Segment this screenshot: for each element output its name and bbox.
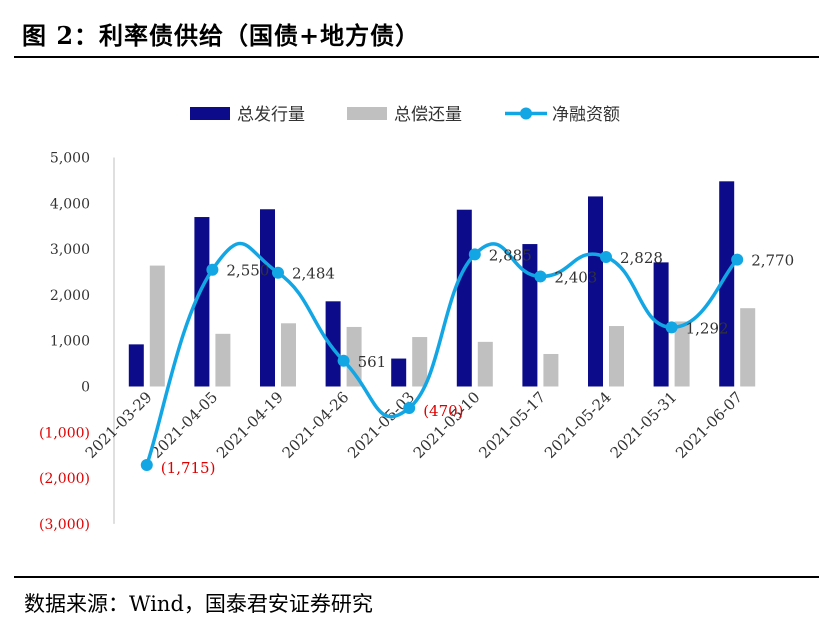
x-tick-label: 2021-05-10: [410, 388, 484, 462]
figure-title: 图 2：利率债供给（国债+地方债）: [22, 21, 421, 50]
y-tick-label: (2,000): [39, 471, 90, 487]
net-financing-point: [731, 253, 744, 266]
legend-swatch-marker: [520, 107, 532, 120]
y-tick-label: 5,000: [50, 151, 90, 167]
net-data-label: 2,484: [292, 265, 335, 283]
net-data-label: (470): [423, 402, 463, 420]
net-data-label: 2,885: [489, 246, 532, 264]
legend-label: 总发行量: [237, 105, 305, 125]
net-financing-point: [272, 266, 284, 279]
bar-repay: [740, 308, 756, 387]
bar-repay: [346, 326, 362, 387]
x-tick-label: 2021-05-17: [475, 388, 549, 462]
net-data-label: 561: [358, 353, 387, 371]
bar-issue: [194, 217, 210, 387]
x-tick-label: 2021-05-31: [607, 388, 681, 462]
legend-label: 总偿还量: [394, 105, 462, 125]
legend-label: 净融资额: [552, 105, 620, 125]
bar-issue: [456, 209, 472, 387]
bar-repay: [543, 353, 559, 387]
bar-issue: [719, 181, 735, 387]
source-note: 数据来源：Wind，国泰君安证券研究: [24, 592, 373, 616]
x-tick-label: 2021-04-19: [213, 388, 287, 462]
net-data-label: 2,550: [226, 262, 269, 280]
net-data-label: 2,828: [620, 249, 663, 267]
bar-repay: [149, 265, 165, 387]
net-financing-point: [534, 270, 547, 283]
top-rule: [14, 56, 819, 58]
x-tick-label: 2021-06-07: [672, 388, 746, 462]
y-tick-label: 0: [81, 380, 90, 396]
x-tick-label: 2021-05-03: [344, 388, 418, 462]
bar-issue: [522, 244, 538, 387]
bar-repay: [281, 323, 296, 387]
bar-issue: [325, 301, 341, 387]
bar-repay: [215, 333, 231, 387]
bar-repay: [609, 326, 624, 387]
net-financing-point: [468, 248, 481, 261]
y-tick-label: 3,000: [50, 242, 90, 258]
net-data-label: 2,770: [751, 252, 794, 270]
bar-issue: [260, 209, 275, 387]
net-data-label: 2,403: [554, 268, 597, 286]
x-tick-label: 2021-04-26: [279, 388, 353, 462]
y-tick-label: 2,000: [50, 288, 90, 304]
net-data-label: (1,715): [161, 459, 216, 477]
bar-issue: [128, 344, 144, 387]
y-tick-label: 1,000: [50, 334, 90, 350]
net-data-label: 1,292: [686, 319, 729, 337]
bottom-rule: [14, 576, 819, 578]
net-financing-point: [140, 459, 153, 472]
y-tick-label: 4,000: [50, 196, 90, 212]
net-financing-point: [403, 402, 416, 415]
legend-swatch: [347, 107, 387, 120]
bar-issue: [391, 358, 407, 387]
legend-swatch: [190, 107, 230, 120]
x-tick-label: 2021-03-29: [82, 388, 156, 462]
y-tick-label: (1,000): [39, 425, 90, 441]
bar-repay: [477, 341, 493, 387]
bar-repay: [674, 321, 690, 387]
net-financing-point: [665, 321, 678, 334]
x-tick-label: 2021-05-24: [541, 388, 615, 462]
y-tick-label: (3,000): [39, 517, 90, 533]
bar-issue: [588, 196, 603, 387]
net-financing-point: [600, 250, 612, 263]
bar-repay: [412, 337, 428, 387]
net-financing-point: [337, 354, 350, 367]
net-financing-point: [206, 263, 219, 276]
net-financing-line: [145, 241, 739, 466]
